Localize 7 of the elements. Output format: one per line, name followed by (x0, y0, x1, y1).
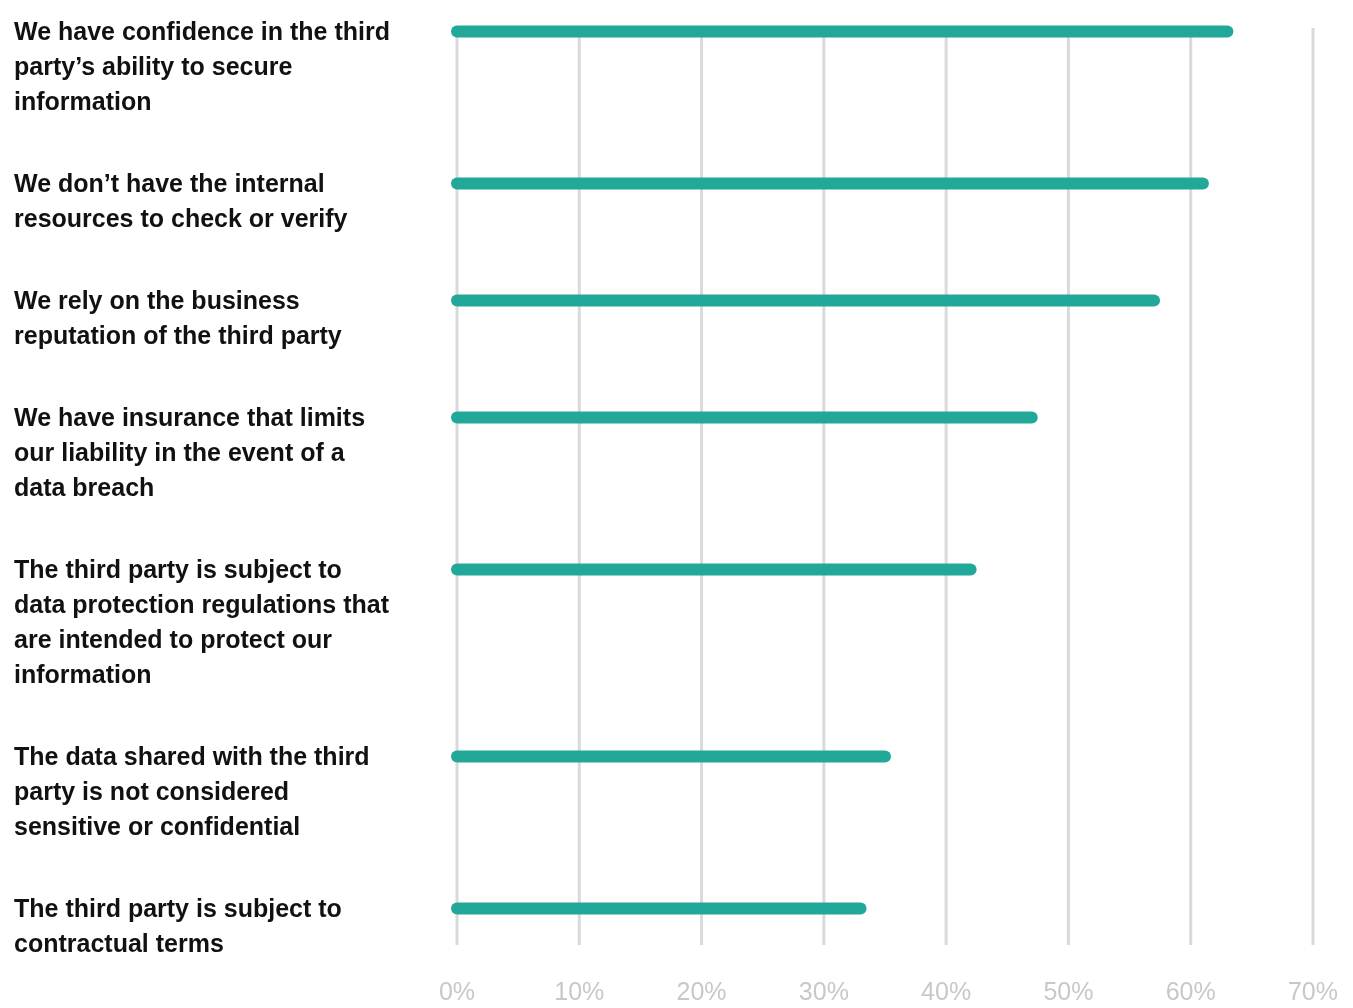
y-tick-label: We have confidence in the third party’s ability to secure information (14, 17, 390, 115)
y-tick-label: The data shared with the third party is not considered sensitive or confidential (14, 742, 370, 840)
y-tick-label: We have insurance that limits our liability in the event of a data breach (14, 403, 366, 501)
y-tick-label: The third party is subject to contractual terms (14, 894, 342, 957)
y-tick-label: We rely on the business reputation of the third party (14, 286, 342, 349)
y-tick-label: The third party is subject to data protection regulations that are intended to protect our information (14, 555, 390, 688)
y-tick-label: We don’t have the internal resources to check or verify (14, 169, 348, 232)
